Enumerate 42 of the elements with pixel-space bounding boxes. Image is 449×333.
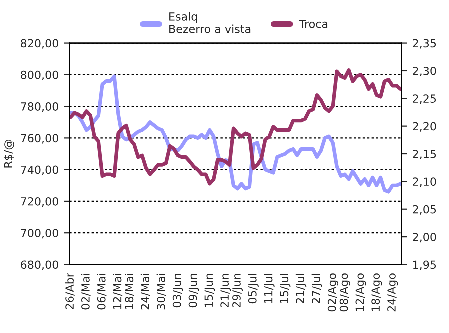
y-tick-label: 720,00 — [21, 197, 58, 207]
y-axis-title: R$/@ — [4, 140, 14, 168]
x-tick-label: 24/Mai — [140, 274, 150, 310]
x-tick-label: 21/Jul — [296, 274, 307, 304]
y-tick-label: 820,00 — [21, 39, 58, 49]
y2-tick-label: 2,25 — [413, 94, 436, 104]
y2-tick-label: 2,30 — [413, 66, 436, 76]
x-tick-label: 12/Mai — [113, 274, 123, 310]
x-tick-label: 21/Jun — [220, 274, 232, 308]
y2-tick-label: 1,95 — [413, 260, 436, 270]
x-tick-label: 27/Jul — [312, 274, 322, 304]
y-tick-label: 760,00 — [21, 134, 58, 144]
y-tick-label: 800,00 — [21, 70, 58, 80]
x-tick-label: 26/Abr — [65, 273, 75, 310]
y-tick-label: 700,00 — [21, 229, 58, 239]
x-tick-label: 02/Mai — [81, 274, 91, 310]
x-tick-label: 09/Jun — [188, 274, 200, 308]
y-tick-label: 780,00 — [21, 102, 58, 112]
y-tick-label: 680,00 — [21, 260, 58, 270]
legend-label: Troca — [299, 20, 328, 28]
y2-tick-label: 2,15 — [413, 150, 436, 160]
x-tick-label: 15/Jul — [280, 274, 291, 304]
x-tick-label: 24/Ago — [388, 274, 398, 312]
x-tick-label: 18/Mai — [125, 274, 134, 310]
y2-tick-label: 2,00 — [413, 233, 436, 243]
y2-tick-label: 2,10 — [413, 178, 436, 188]
x-tick-label: 08/Ago — [340, 274, 350, 312]
x-tick-label: 02/Ago — [328, 274, 338, 312]
x-tick-label: 11/Jul — [264, 274, 275, 304]
y-tick-label: 740,00 — [21, 166, 58, 176]
x-tick-label: 12/Ago — [356, 274, 366, 312]
x-tick-label: 03/Jun — [172, 274, 184, 308]
y2-tick-label: 2,35 — [413, 39, 436, 49]
y2-tick-label: 2,20 — [413, 122, 436, 132]
x-tick-label: 18/Ago — [372, 274, 382, 312]
x-tick-label: 06/Mai — [97, 274, 107, 310]
x-tick-label: 29/Jun — [232, 274, 243, 308]
y2-tick-label: 2,05 — [413, 205, 436, 215]
x-tick-label: 30/Mai — [156, 274, 166, 310]
x-tick-label: 05/Jul — [248, 274, 259, 304]
x-tick-label: 15/Jun — [204, 274, 216, 308]
legend-label: Esalq Bezerro a vista — [170, 12, 251, 34]
